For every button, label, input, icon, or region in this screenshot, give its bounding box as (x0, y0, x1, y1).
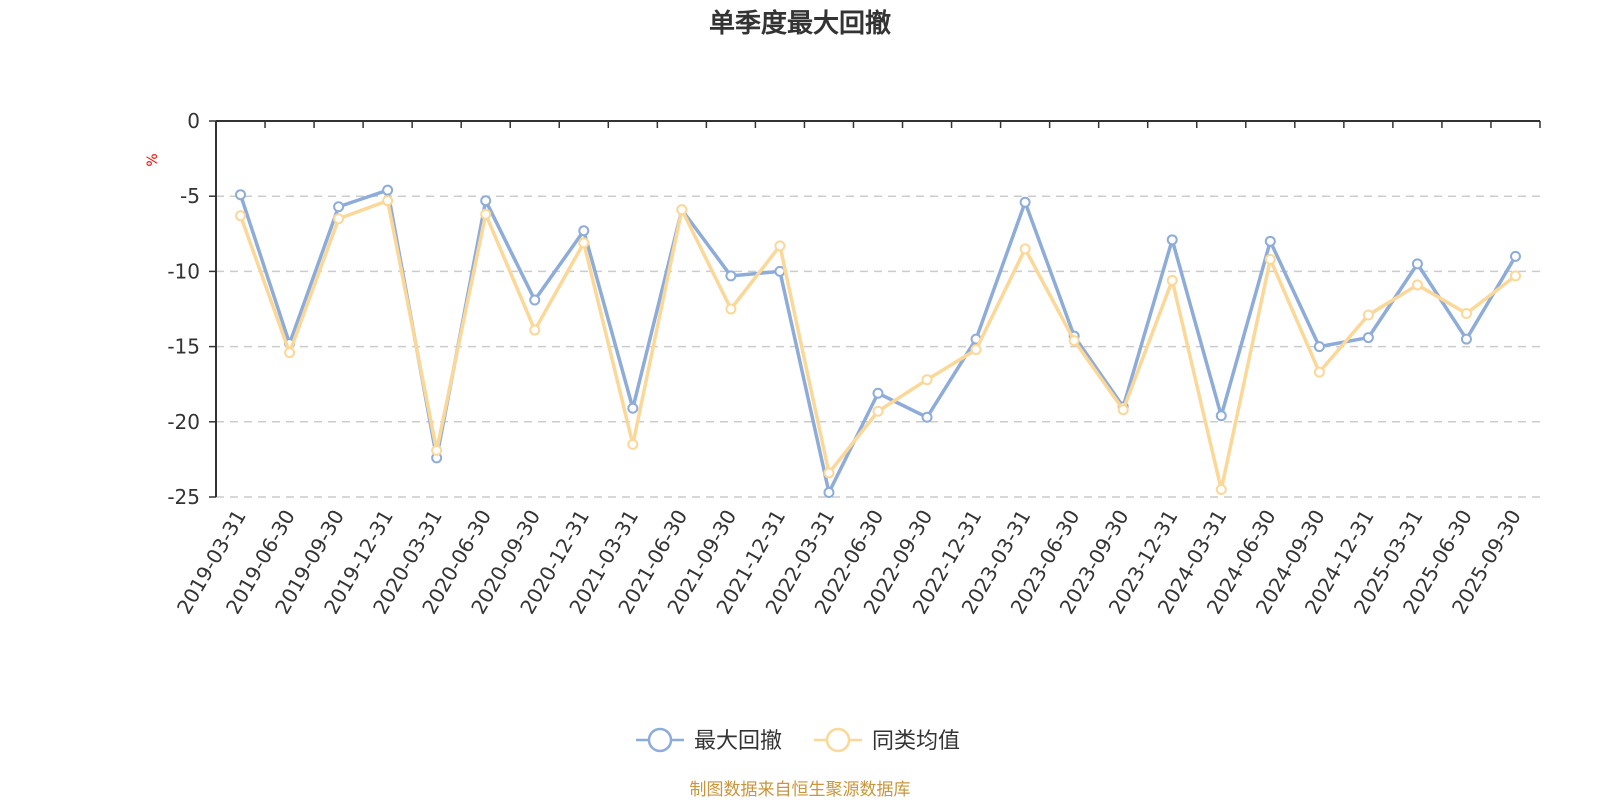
series-1-point (1362, 332, 1374, 344)
series-2-point (235, 210, 247, 222)
series-layer (235, 184, 1521, 498)
series-1-point (1460, 333, 1472, 345)
series-2-point (333, 213, 345, 225)
y-axis-unit: % (145, 153, 161, 166)
series-1-point (627, 402, 639, 414)
series-1-point (921, 411, 933, 423)
series-2-point (1215, 483, 1227, 495)
series-1-point (1411, 258, 1423, 270)
series-2-point (480, 208, 492, 220)
gridlines (216, 195, 1540, 498)
series-2-point (529, 324, 541, 336)
series-2-point (1509, 270, 1521, 282)
series-2-point (1411, 279, 1423, 291)
series-1-point (1215, 410, 1227, 422)
series-2-point (284, 347, 296, 359)
y-tick-label: -20 (167, 410, 200, 434)
series-1-point (872, 387, 884, 399)
chart-title: 单季度最大回撤 (709, 8, 891, 39)
y-tick-label: -10 (167, 259, 200, 283)
series-line-1 (238, 188, 1517, 495)
series-2-point (1068, 335, 1080, 347)
series-2-point (774, 240, 786, 252)
series-2-point (725, 303, 737, 315)
axes (215, 120, 1540, 497)
series-1-point (529, 294, 541, 306)
series-2-point (382, 195, 394, 207)
axis-ticks: 0-5-10-15-20-252019-03-312019-06-302019-… (167, 109, 1541, 618)
series-2-point (1019, 243, 1031, 255)
legend-marker-1 (647, 727, 673, 753)
series-2-point (823, 467, 835, 479)
legend-label-1: 最大回撤 (694, 729, 782, 754)
series-2-point (1460, 308, 1472, 320)
series-1-point (480, 195, 492, 207)
series-1-point (1019, 196, 1031, 208)
series-1-point (235, 189, 247, 201)
series-1-point (1509, 250, 1521, 262)
series-2-point (921, 374, 933, 386)
series-1-point (578, 225, 590, 237)
series-1-point (382, 184, 394, 196)
series-1-point (1313, 341, 1325, 353)
series-2-point (1264, 253, 1276, 265)
legend[interactable]: 最大回撤 同类均值 (636, 727, 960, 754)
series-1-point (725, 270, 737, 282)
legend-label-2: 同类均值 (872, 729, 960, 754)
series-1-point (1166, 234, 1178, 246)
y-tick-label: -25 (167, 485, 200, 509)
series-2-point (872, 405, 884, 417)
series-2-point (676, 204, 688, 216)
y-tick-label: 0 (187, 109, 200, 133)
series-1-point (333, 201, 345, 213)
series-2-point (578, 237, 590, 249)
y-tick-label: -15 (167, 335, 200, 359)
legend-marker-2 (825, 727, 851, 753)
series-2-point (1313, 366, 1325, 378)
series-2-point (1117, 404, 1129, 416)
series-2-point (627, 438, 639, 450)
series-2-point (1166, 274, 1178, 286)
series-1-point (1264, 235, 1276, 247)
source-note: 制图数据来自恒生聚源数据库 (690, 780, 911, 800)
y-tick-label: -5 (180, 184, 200, 208)
series-1-point (823, 486, 835, 498)
series-2-point (970, 344, 982, 356)
series-2-point (1362, 309, 1374, 321)
series-2-point (431, 444, 443, 456)
